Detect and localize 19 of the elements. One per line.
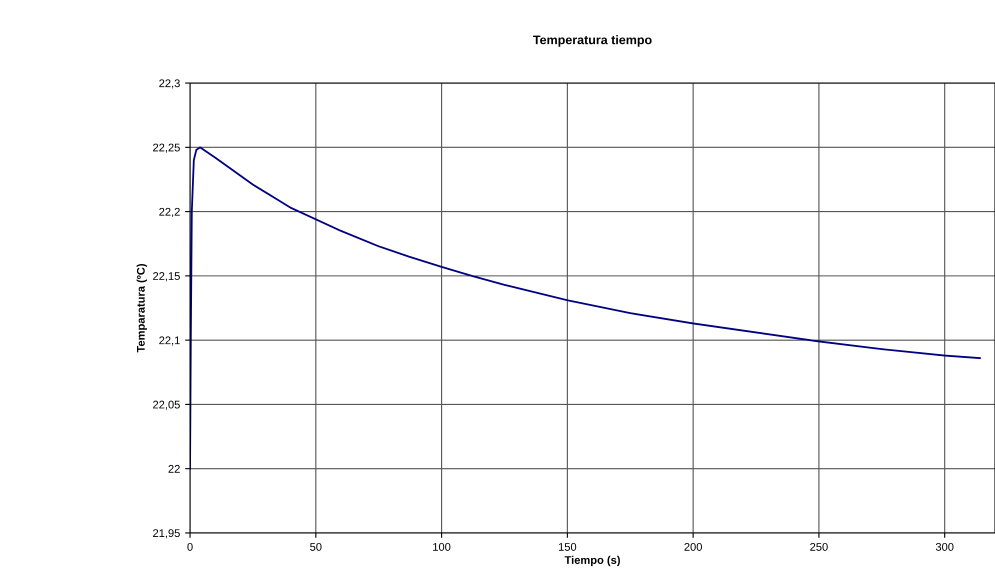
- y-tick-label: 22,25: [153, 144, 180, 153]
- x-tick-label: 250: [810, 542, 828, 551]
- y-tick-label: 22,3: [159, 79, 180, 89]
- x-tick-label: 300: [936, 542, 954, 551]
- x-tick-label: 100: [433, 542, 450, 551]
- y-tick-label: 22,1: [159, 336, 180, 346]
- x-tick-label: 150: [558, 542, 576, 551]
- y-tick-label: 22: [168, 464, 180, 473]
- y-axis-title: Temparatura (ºC): [136, 264, 147, 352]
- x-axis-title: Tiempo (s): [564, 556, 620, 566]
- x-tick-label: 200: [684, 542, 702, 551]
- x-tick-label: 0: [187, 542, 193, 551]
- y-tick-label: 21,95: [153, 529, 180, 538]
- y-tick-label: 22,15: [153, 272, 180, 282]
- y-tick-label: 22,05: [153, 400, 180, 410]
- x-tick-label: 50: [310, 542, 322, 551]
- line-series: [190, 146, 981, 470]
- y-tick-label: 22,2: [159, 208, 180, 218]
- chart-title: Temperatura tiempo: [533, 35, 652, 47]
